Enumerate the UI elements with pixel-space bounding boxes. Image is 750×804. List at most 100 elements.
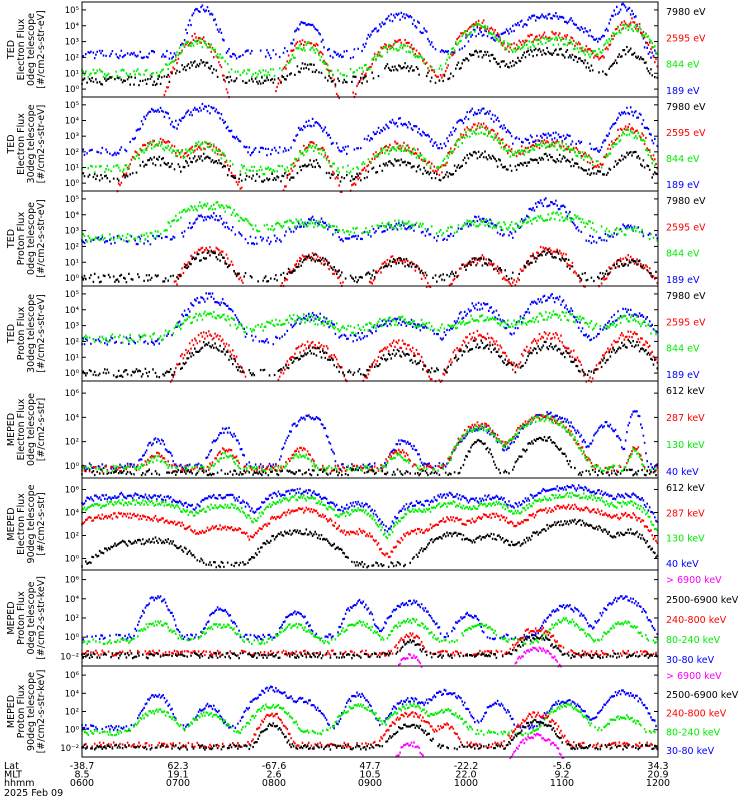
y-axis-label: MEPED [6,413,17,446]
series-1-marks [81,685,657,732]
legend-entry: 240-800 keV [666,615,727,626]
y-tick-label: 10⁰ [65,85,80,95]
y-axis-label: Proton Flux [16,591,27,645]
y-tick-label: 10⁴ [65,117,80,127]
y-tick-label: 10² [65,438,79,448]
legend-entry: 612 keV [666,386,705,397]
x-tick-label: 19.1 [167,770,188,781]
y-tick-label: 10³ [65,322,79,332]
y-tick-label: 10⁰ [65,633,80,643]
y-tick-label: 10⁶ [65,576,80,586]
panel-4: 10⁰ 10¹ 10² 10³ 10⁴ 10⁵ TED Proton Flux 30deg te… [6,285,706,383]
x-tick-label: 1100 [550,778,574,789]
y-tick-label: 10² [65,614,79,624]
legend-entry: 7980 eV [666,102,706,113]
y-tick-label: 10⁴ [65,413,80,423]
series-5-marks [395,732,565,760]
y-tick-label: 10⁰ [65,462,80,472]
y-axis-label: MEPED [6,507,17,540]
series-4-marks [81,518,659,569]
y-tick-label: 10⁰ [65,179,80,189]
y-axis-label: [#/cm2-s-str-eV] [36,105,47,184]
x-tick-label: 22.0 [455,770,476,781]
y-tick-label: 10⁴ [65,22,80,32]
legend-entry: 80-240 keV [666,727,721,738]
x-tick-label: -67.6 [262,761,287,772]
x-tick-label: -22.2 [454,761,479,772]
y-tick-label: 10² [65,337,79,347]
y-tick-label: 10¹ [65,164,79,174]
y-axis-label: Proton Flux [16,684,27,738]
y-axis-label: TED [6,324,17,344]
y-tick-label: 10⁵ [65,290,79,300]
y-axis-label: [#/cm2-s-str] [36,398,47,461]
y-axis-label: [#/cm2-s-str] [36,492,47,555]
legend-entry: 240-800 keV [666,709,727,720]
legend-entry: 40 keV [666,467,699,478]
x-row-label: Lat [4,761,19,772]
y-tick-label: 10⁻² [60,744,79,754]
legend-entry: > 6900 keV [666,575,722,586]
x-tick-label: -5.6 [553,761,572,772]
y-tick-label: 10⁻² [60,652,79,662]
legend-entry: 189 eV [666,275,700,286]
series-1-marks [82,2,657,60]
x-tick-label: 0900 [358,778,382,789]
series-2-marks [82,201,659,243]
series-2-marks [116,122,659,193]
series-2-marks [82,617,659,646]
x-tick-label: 62.3 [167,761,188,772]
y-tick-label: 10⁴ [65,306,80,316]
x-tick-label: 0800 [262,778,286,789]
panel-2: 10⁰ 10¹ 10² 10³ 10⁴ 10⁵ TED Electron Flux 30deg … [6,96,706,193]
y-tick-label: 10² [65,53,79,63]
series-3-marks [85,711,659,749]
y-axis-label: [#/cm2-s-str-eV] [36,294,47,373]
legend-entry: 7980 eV [666,7,706,18]
y-tick-label: 10¹ [65,353,79,363]
series-2-marks [163,17,659,100]
x-tick-label: 1000 [454,778,478,789]
legend-entry: 2500-6900 keV [666,595,739,606]
panel-5: 10⁰ 10² 10⁴ 10⁶ MEPED Electron Flux 0deg teles… [6,380,705,479]
panel-7: 10⁻² 10⁰ 10² 10⁴ 10⁶ MEPED Proton Flux 0deg tel… [6,569,739,668]
y-tick-label: 10² [65,532,79,542]
legend-entry: 612 keV [666,483,705,494]
y-tick-label: 10⁶ [65,486,80,496]
legend-entry: 844 eV [666,249,700,260]
y-axis-label: [#/cm2-s-str-eV] [36,10,47,89]
y-axis-label: TED [6,40,17,60]
y-tick-label: 10² [65,708,79,718]
x-tick-label: 0600 [70,778,94,789]
x-row-label: hhmm [4,778,35,789]
series-1-marks [81,292,659,346]
y-tick-label: 10³ [65,38,79,48]
legend-entry: 80-240 keV [666,635,721,646]
x-tick-label: 0700 [166,778,190,789]
y-axis-label: MEPED [6,695,17,728]
series-2-marks [81,491,659,540]
y-axis-label: 0deg telescope [26,13,37,86]
series-3-marks [81,626,657,657]
legend-entry: 844 eV [666,60,700,71]
series-2-marks [82,310,657,344]
legend-entry: 2500-6900 keV [666,690,739,701]
series-5-marks [398,646,562,668]
legend-entry: 189 eV [666,86,700,97]
y-tick-label: 10⁴ [65,595,80,605]
y-axis-label: 30deg telescope [26,104,37,183]
series-3-marks [81,125,656,176]
x-tick-label: 9.2 [554,770,569,781]
y-tick-label: 10² [65,242,79,252]
y-tick-label: 10⁴ [65,689,80,699]
legend-entry: 2595 eV [666,33,706,44]
legend-entry: 287 keV [666,508,705,519]
y-axis-label: [#/cm2-s-str-eV] [36,199,47,278]
x-tick-label: -38.7 [70,761,95,772]
x-tick-label: 8.5 [74,770,89,781]
y-axis-label: 90deg telescope [26,484,37,563]
y-axis-label: Electron Flux [16,113,27,175]
y-axis-label: 0deg telescope [26,393,37,466]
